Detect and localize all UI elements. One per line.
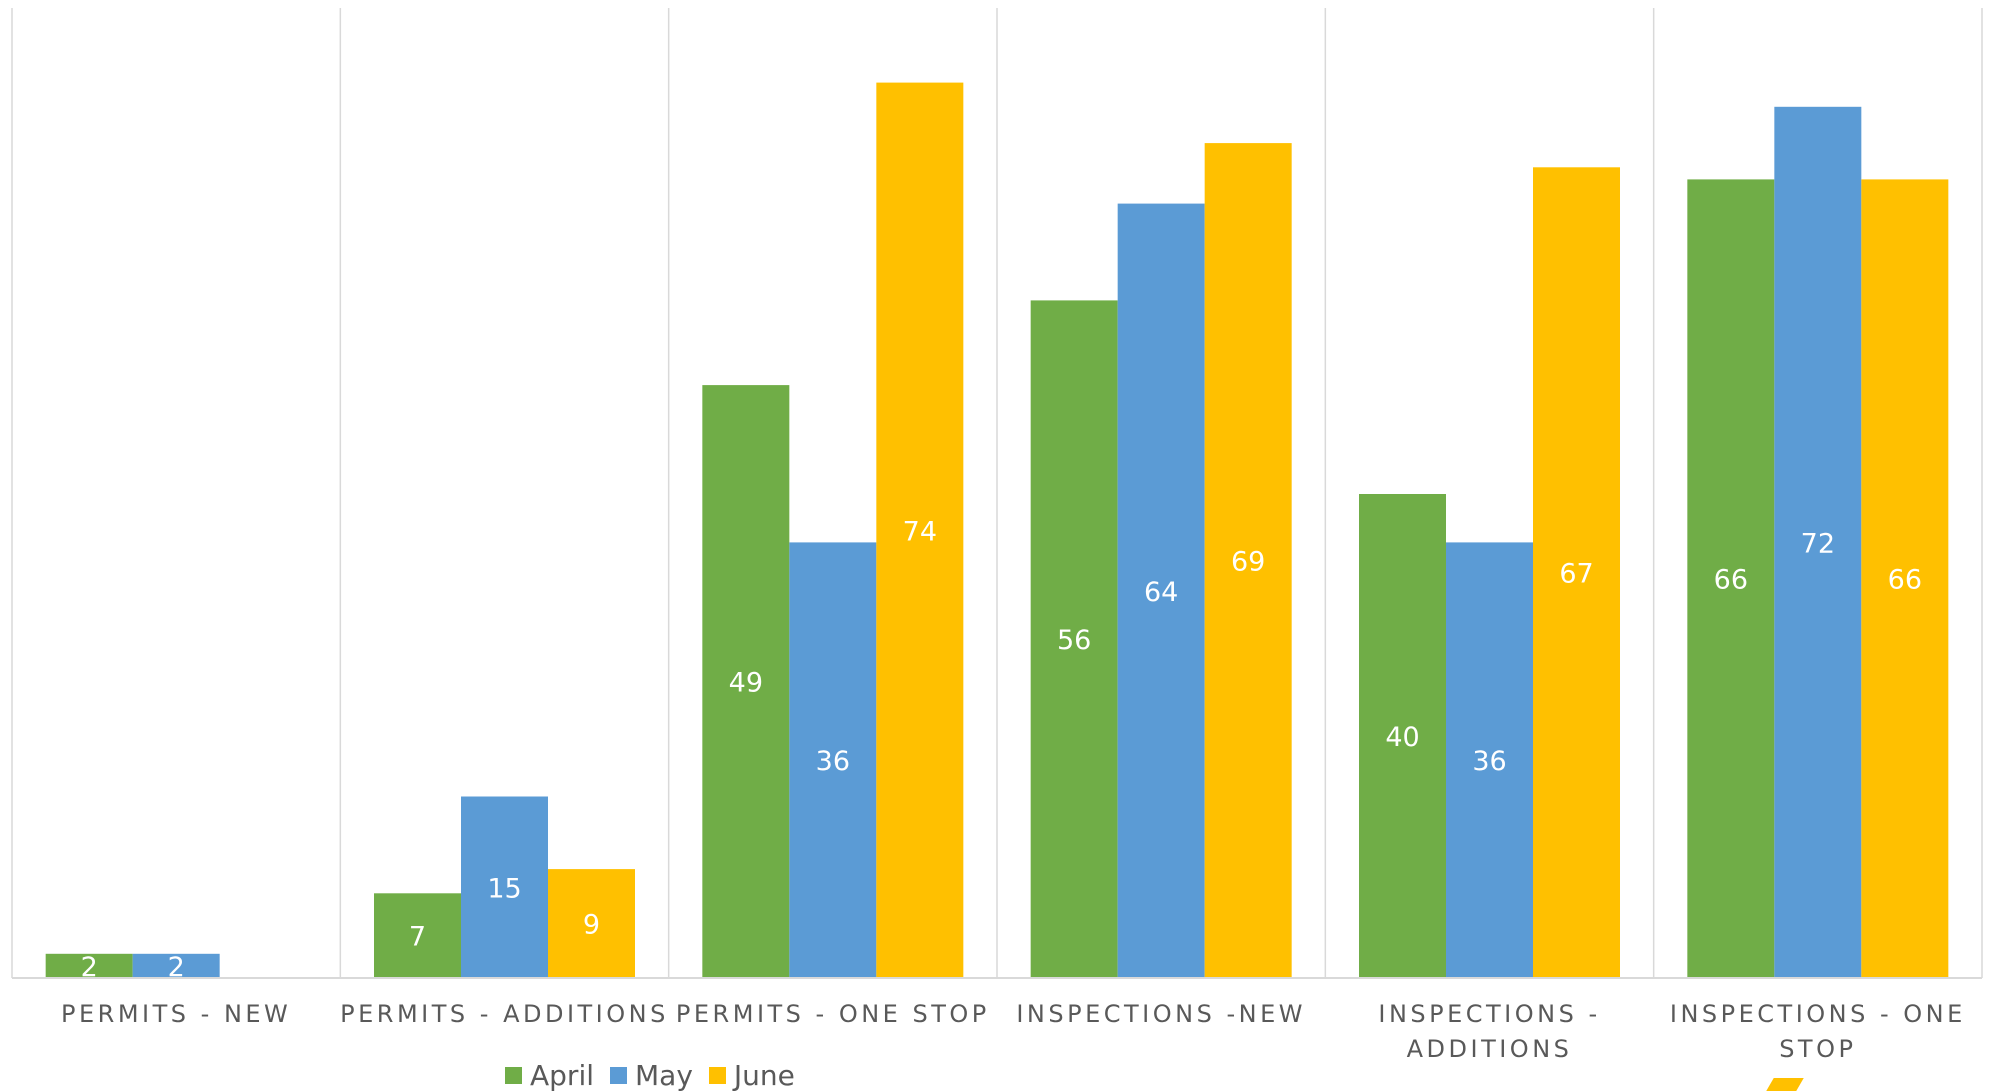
data-label-may-permits-additions: 15: [487, 873, 521, 904]
data-label-may-inspections-one-stop: 72: [1801, 528, 1835, 559]
data-label-june-permits-one-stop: 74: [903, 516, 937, 547]
data-label-may-permits-one-stop: 36: [816, 746, 850, 777]
bar-may-inspections-additions: [1446, 542, 1533, 978]
bar-may-permits-additions: [461, 796, 548, 978]
legend-item-may: May: [610, 1059, 693, 1092]
data-label-may-inspections-additions: 36: [1472, 746, 1506, 777]
legend-label-april: April: [530, 1059, 594, 1092]
legend-item-june: June: [708, 1059, 795, 1092]
data-label-june-inspections-additions: 67: [1559, 559, 1593, 590]
legend-swatch-june: [708, 1067, 726, 1084]
bar-april-inspections-one-stop: [1687, 179, 1775, 978]
category-label-2-line-0: PERMITS - ONE STOP: [676, 1000, 990, 1028]
bar-may-inspections-new: [1117, 203, 1205, 979]
bar-june-inspections-additions: [1533, 167, 1620, 979]
bars: [45, 82, 1949, 979]
data-label-june-inspections-one-stop: 66: [1888, 565, 1922, 596]
data-label-april-inspections-additions: 40: [1385, 722, 1419, 753]
data-label-june-permits-additions: 9: [583, 910, 600, 941]
legend-item-april: April: [505, 1059, 594, 1092]
category-label-4-line-1: ADDITIONS: [1407, 1035, 1573, 1063]
data-label-april-inspections-new: 56: [1057, 625, 1091, 656]
data-label-may-inspections-new: 64: [1144, 577, 1178, 608]
bar-april-inspections-new: [1030, 300, 1118, 978]
category-label-5-line-1: STOP: [1779, 1035, 1856, 1063]
category-labels: PERMITS - NEW PERMITS - ADDITIONS PERMITS …: [61, 1000, 1966, 1063]
data-labels: 2 2 7 15 9 49 36 74 56 64 69 40 36 67 66 72 66: [81, 516, 1922, 983]
category-separators: [11, 8, 1983, 978]
bar-april-permits-new: [45, 953, 133, 978]
legend-label-may: May: [635, 1059, 693, 1092]
bar-june-inspections-one-stop: [1861, 179, 1949, 978]
bar-may-inspections-one-stop: [1774, 106, 1862, 979]
category-label-5-line-0: INSPECTIONS - ONE: [1670, 1000, 1966, 1028]
data-label-may-permits-new: 2: [168, 952, 185, 983]
bar-june-permits-one-stop: [876, 82, 964, 979]
category-label-4-line-0: INSPECTIONS -: [1378, 1000, 1600, 1028]
bar-may-permits-new: [132, 953, 220, 978]
bar-june-permits-additions: [548, 869, 635, 978]
legend-swatch-april: [505, 1067, 522, 1084]
bar-april-permits-one-stop: [702, 385, 790, 979]
bar-may-permits-one-stop: [789, 542, 877, 978]
bar-april-permits-additions: [374, 893, 461, 978]
bar-june-inspections-new: [1204, 143, 1292, 979]
legend-label-june: June: [733, 1059, 795, 1092]
category-label-3-line-0: INSPECTIONS -NEW: [1016, 1000, 1306, 1028]
data-label-april-permits-one-stop: 49: [729, 668, 763, 699]
legend-swatch-may: [610, 1067, 627, 1084]
bar-april-inspections-additions: [1359, 494, 1446, 978]
legend: April May June: [505, 1059, 795, 1092]
data-label-june-inspections-new: 69: [1231, 547, 1265, 578]
category-label-0-line-0: PERMITS - NEW: [61, 1000, 291, 1028]
data-label-april-inspections-one-stop: 66: [1714, 565, 1748, 596]
data-label-april-permits-new: 2: [81, 952, 98, 983]
data-label-april-permits-additions: 7: [409, 922, 426, 953]
category-label-1-line-0: PERMITS - ADDITIONS: [340, 1000, 669, 1028]
